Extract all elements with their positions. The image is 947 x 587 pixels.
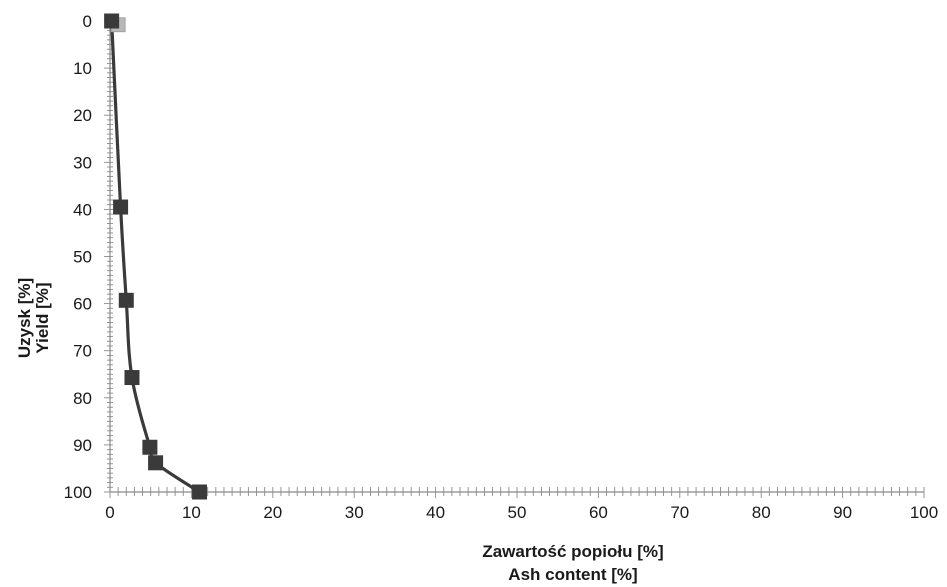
y-tick-label: 60 (73, 295, 92, 314)
y-tick-label: 30 (73, 153, 92, 172)
y-tick-label: 70 (73, 342, 92, 361)
x-tick-label: 100 (910, 503, 938, 522)
data-point-marker (118, 292, 134, 308)
x-tick-label: 0 (105, 503, 114, 522)
y-axis-title: Uzysk [%] Yield [%] (15, 278, 52, 358)
y-tick-label: 0 (83, 12, 92, 31)
data-point-marker (124, 370, 140, 386)
x-tick-label: 80 (752, 503, 771, 522)
axes (109, 21, 924, 493)
y-tick-labels: 0 10 20 30 40 50 60 70 80 90 100 (64, 12, 92, 502)
data-point-marker (113, 199, 129, 215)
series-layer (104, 13, 208, 500)
tick-marks (104, 20, 925, 498)
y-axis-title-line2: Yield [%] (33, 282, 52, 353)
y-tick-label: 80 (73, 389, 92, 408)
y-tick-label: 20 (73, 106, 92, 125)
y-tick-label: 40 (73, 200, 92, 219)
data-point-marker (142, 439, 158, 455)
x-tick-label: 20 (263, 503, 282, 522)
x-tick-label: 90 (833, 503, 852, 522)
x-axis-title-line1: Zawartość popiołu [%] (482, 542, 663, 561)
x-tick-label: 50 (508, 503, 527, 522)
x-tick-label: 70 (670, 503, 689, 522)
data-point-marker (148, 455, 164, 471)
x-tick-label: 60 (589, 503, 608, 522)
x-tick-label: 40 (426, 503, 445, 522)
y-tick-label: 100 (64, 483, 92, 502)
x-axis-title-line2: Ash content [%] (508, 565, 637, 584)
y-axis-title-line1: Uzysk [%] (15, 278, 34, 358)
x-tick-label: 10 (182, 503, 201, 522)
x-tick-label: 30 (345, 503, 364, 522)
y-tick-label: 90 (73, 436, 92, 455)
data-point-marker (104, 13, 120, 29)
y-tick-label: 10 (73, 59, 92, 78)
y-tick-label: 50 (73, 248, 92, 267)
series-line (110, 20, 201, 494)
data-point-marker (192, 484, 208, 500)
x-tick-labels: 0 10 20 30 40 50 60 70 80 90 100 (105, 503, 938, 522)
